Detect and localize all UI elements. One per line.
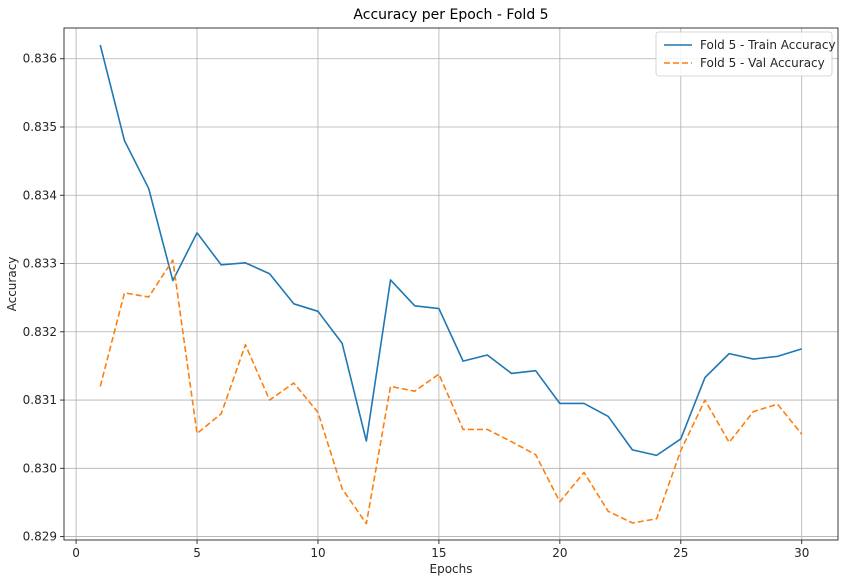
series-line-val: [99, 259, 803, 525]
x-tick-label: 0: [72, 546, 80, 560]
x-tick-label: 30: [794, 546, 809, 560]
x-axis-label: Epochs: [430, 562, 473, 576]
y-tick-label: 0.831: [23, 393, 57, 407]
y-tick-label: 0.836: [23, 52, 57, 66]
legend-label-val: Fold 5 - Val Accuracy: [700, 56, 825, 70]
y-tick-label: 0.833: [23, 257, 57, 271]
y-tick-label: 0.832: [23, 325, 57, 339]
y-tick-label: 0.830: [23, 461, 57, 475]
y-tick-label: 0.834: [23, 188, 57, 202]
grid-lines: [64, 28, 838, 540]
axis-ticks: 0 5 10 15 20 25 30 0.829 0.830 0.831 0.832 0.833 0.8…: [23, 52, 810, 560]
x-tick-label: 15: [431, 546, 446, 560]
y-axis-label: Accuracy: [5, 257, 19, 312]
y-tick-label: 0.829: [23, 530, 57, 544]
plot-frame: [63, 27, 839, 541]
series-line-train: [99, 44, 802, 457]
series-group: [99, 44, 803, 525]
x-tick-label: 5: [193, 546, 201, 560]
y-tick-label: 0.835: [23, 120, 57, 134]
x-tick-label: 10: [310, 546, 325, 560]
legend-box: [655, 31, 833, 77]
legend-label-train: Fold 5 - Train Accuracy: [700, 38, 836, 52]
chart-title: Accuracy per Epoch - Fold 5: [353, 7, 548, 23]
legend: Fold 5 - Train Accuracy Fold 5 - Val Accu…: [655, 31, 836, 77]
x-tick-label: 20: [552, 546, 567, 560]
x-tick-label: 25: [673, 546, 688, 560]
